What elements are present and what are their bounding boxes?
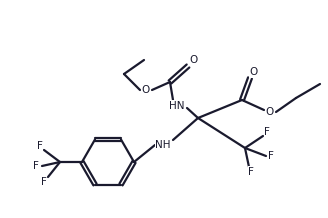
Text: F: F (264, 127, 270, 137)
Text: F: F (37, 141, 43, 151)
Text: NH: NH (155, 140, 171, 150)
Text: HN: HN (169, 101, 185, 111)
Text: F: F (33, 161, 39, 171)
Text: F: F (268, 151, 274, 161)
Text: O: O (250, 67, 258, 77)
Text: F: F (41, 177, 47, 187)
Text: O: O (142, 85, 150, 95)
Text: O: O (190, 55, 198, 65)
Text: O: O (266, 107, 274, 117)
Text: F: F (248, 167, 254, 177)
